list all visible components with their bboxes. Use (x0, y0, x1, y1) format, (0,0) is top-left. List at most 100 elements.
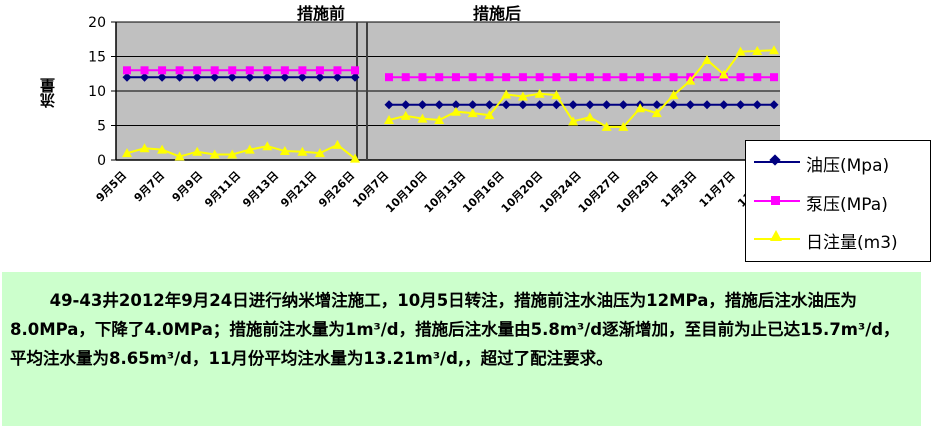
data-point-square (418, 73, 427, 82)
data-point-diamond (451, 100, 461, 110)
data-point-diamond (417, 100, 427, 110)
data-point-diamond (702, 100, 712, 110)
data-point-square (140, 66, 149, 75)
data-point-square (401, 73, 410, 82)
data-point-triangle (314, 148, 325, 158)
data-point-triangle (635, 103, 646, 113)
data-point-triangle (718, 69, 729, 79)
data-point-square (602, 73, 611, 82)
data-point-triangle (192, 146, 203, 156)
data-point-triangle (139, 143, 150, 153)
data-point-square (193, 66, 202, 75)
data-point-diamond (157, 72, 167, 82)
data-point-square (585, 73, 594, 82)
data-point-triangle (534, 88, 545, 98)
data-point-square (210, 66, 219, 75)
data-point-triangle (501, 89, 512, 99)
data-point-square (669, 73, 678, 82)
y-tick-label: 0 (97, 153, 106, 169)
legend-item-oil-pressure: 油压(Mpa) (746, 147, 932, 177)
data-point-diamond (618, 100, 628, 110)
data-point-diamond (297, 72, 307, 82)
data-point-triangle (209, 149, 220, 159)
data-point-square (263, 66, 272, 75)
data-point-diamond (669, 100, 679, 110)
data-point-diamond (568, 100, 578, 110)
data-point-square (619, 73, 628, 82)
data-point-diamond (736, 100, 746, 110)
triangle-marker-icon (770, 230, 782, 241)
data-point-diamond (227, 72, 237, 82)
data-point-triangle (568, 116, 579, 126)
diamond-marker-icon (769, 154, 781, 166)
data-point-triangle (484, 110, 495, 120)
section-label: 措施后 (473, 4, 521, 23)
data-point-diamond (535, 100, 545, 110)
section-label: 措施前 (297, 4, 345, 23)
data-point-diamond (192, 72, 202, 82)
data-point-diamond (769, 100, 779, 110)
data-point-square (468, 73, 477, 82)
data-point-triangle (668, 90, 679, 100)
legend-item-pump-pressure: 泵压(MPa) (746, 186, 932, 216)
data-point-diamond (315, 72, 325, 82)
data-point-square (703, 73, 712, 82)
data-point-square (245, 66, 254, 75)
x-tick-label: 9月5日 (94, 169, 130, 205)
x-tick-label: 11月7日 (697, 169, 738, 210)
data-point-diamond (175, 72, 185, 82)
data-point-diamond (484, 100, 494, 110)
data-point-square (770, 73, 778, 82)
square-marker-icon (771, 196, 780, 205)
data-point-square (451, 73, 460, 82)
data-point-triangle (735, 46, 746, 56)
x-tick-label: 9月7日 (132, 169, 168, 205)
data-point-triangle (769, 45, 779, 55)
y-tick-label: 20 (88, 15, 106, 31)
data-point-diamond (262, 72, 272, 82)
chart-legend: 油压(Mpa) 泵压(MPa) 日注量(m3) (745, 140, 931, 262)
data-point-diamond (468, 100, 478, 110)
data-point-square (518, 73, 527, 82)
caption-text: 49-43井2012年9月24日进行纳米增注施工，10月5日转注，措施前注水油压… (10, 291, 900, 368)
data-point-triangle (702, 54, 713, 64)
data-point-square (351, 66, 359, 75)
data-point-diamond (518, 100, 528, 110)
y-tick-label: 15 (88, 50, 106, 66)
data-point-square (435, 73, 444, 82)
line-chart: 0 5 10 15 20 措施前 9月5日 9月7日 9月9日9月11日9月13日9月21日9月… (88, 4, 780, 215)
data-point-diamond (384, 100, 394, 110)
data-point-diamond (401, 100, 411, 110)
legend-label: 泵压(MPa) (806, 195, 888, 215)
data-point-triangle (752, 45, 763, 55)
data-point-triangle (297, 146, 308, 156)
data-point-square (552, 73, 561, 82)
x-tick-label: 11月3日 (658, 169, 699, 210)
data-point-square (280, 66, 289, 75)
data-point-diamond (719, 100, 729, 110)
data-point-diamond (245, 72, 255, 82)
data-point-square (385, 73, 393, 82)
data-point-diamond (280, 72, 290, 82)
legend-item-daily-injection: 日注量(m3) (746, 224, 932, 254)
data-point-triangle (262, 141, 273, 151)
data-point-triangle (332, 139, 343, 149)
data-point-square (175, 66, 184, 75)
data-point-triangle (122, 148, 132, 158)
data-point-square (123, 66, 131, 75)
data-point-square (228, 66, 237, 75)
data-point-triangle (517, 91, 528, 101)
data-point-square (753, 73, 762, 82)
data-point-square (652, 73, 661, 82)
data-point-square (298, 66, 307, 75)
data-point-square (333, 66, 342, 75)
y-tick-label: 10 (88, 84, 106, 100)
data-point-diamond (551, 100, 561, 110)
x-tick-label: 9月21日 (278, 169, 319, 210)
data-point-triangle (417, 113, 428, 123)
data-point-diamond (332, 72, 342, 82)
data-point-triangle (651, 108, 662, 118)
data-point-square (315, 66, 324, 75)
x-tick-label: 10月29日 (614, 169, 660, 215)
data-point-square (736, 73, 745, 82)
